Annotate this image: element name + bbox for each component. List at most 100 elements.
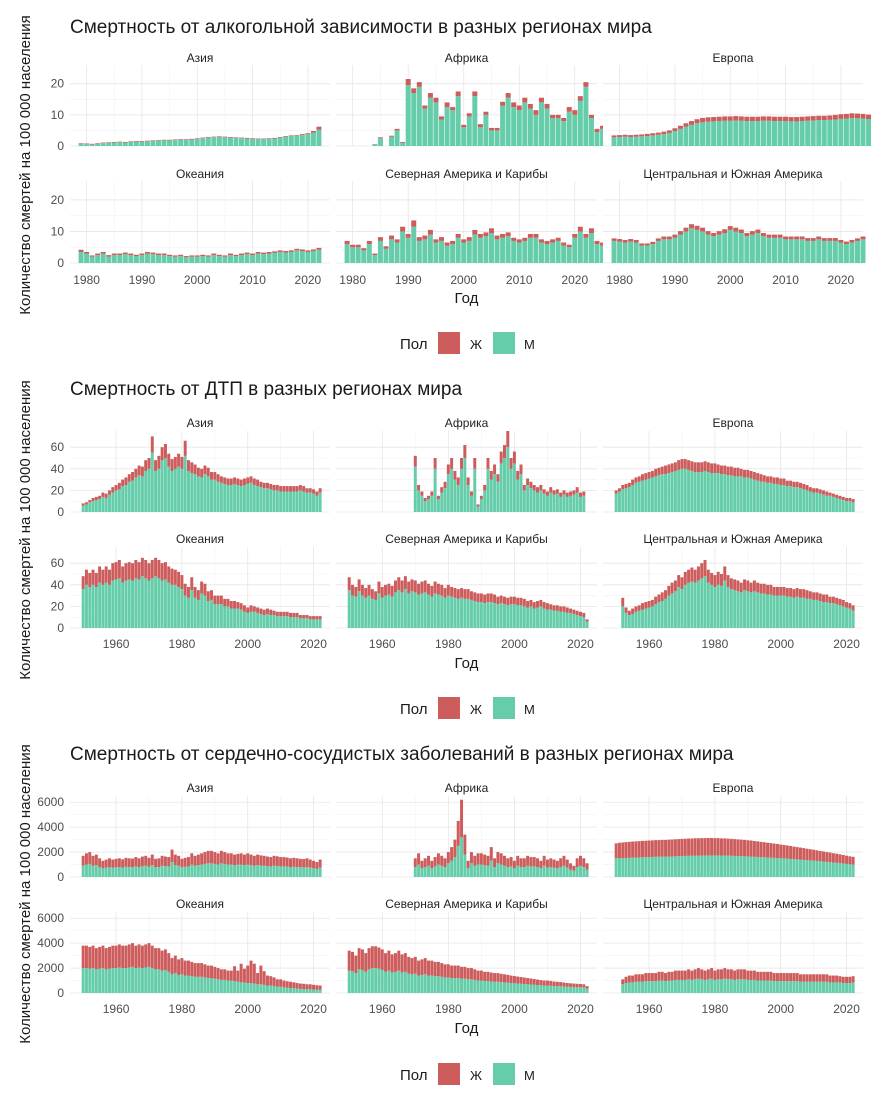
bar-female bbox=[189, 138, 195, 140]
panel: Европа bbox=[603, 416, 863, 513]
bar-female bbox=[446, 964, 450, 978]
bar-female bbox=[729, 578, 733, 590]
bar-female bbox=[134, 468, 138, 478]
bar-male bbox=[456, 598, 460, 628]
bar-female bbox=[680, 459, 684, 469]
bar-male bbox=[84, 968, 88, 993]
bar-male bbox=[476, 864, 480, 877]
bar-male bbox=[832, 240, 838, 263]
bar-female bbox=[641, 474, 644, 481]
bar-female bbox=[555, 981, 559, 987]
bar-male bbox=[81, 968, 85, 993]
bar-female bbox=[710, 463, 714, 474]
bar-male bbox=[536, 492, 540, 512]
bar-female bbox=[772, 116, 777, 122]
bar-male bbox=[575, 987, 579, 993]
bar-male bbox=[183, 455, 187, 512]
x-tick-label: 2000 bbox=[501, 1002, 528, 1016]
legend: Пол Ж М bbox=[400, 697, 535, 719]
bar-male bbox=[292, 491, 296, 512]
bar-male bbox=[766, 237, 772, 263]
bar-male bbox=[223, 483, 227, 512]
bar-female bbox=[463, 589, 467, 599]
bar-male bbox=[782, 981, 786, 993]
bar-male bbox=[456, 485, 460, 512]
panel: Европа bbox=[603, 781, 863, 878]
bar-male bbox=[496, 604, 500, 628]
x-axis-title: Год bbox=[455, 290, 479, 307]
bar-male bbox=[533, 114, 539, 146]
bar-male bbox=[756, 856, 760, 877]
bar-female bbox=[667, 585, 671, 596]
bar-female bbox=[84, 502, 88, 505]
bar-male bbox=[133, 256, 139, 263]
bar-male bbox=[233, 256, 239, 263]
bar-female bbox=[272, 610, 276, 616]
bar-female bbox=[713, 838, 717, 856]
bar-male bbox=[114, 579, 118, 628]
bar-male bbox=[160, 580, 164, 628]
bar-male bbox=[150, 865, 154, 877]
bar-male bbox=[446, 595, 450, 628]
bar-female bbox=[639, 243, 645, 246]
bar-male bbox=[622, 136, 628, 146]
bar-male bbox=[785, 981, 789, 993]
bar-female bbox=[187, 960, 190, 976]
bar-female bbox=[729, 969, 733, 980]
x-tick-label: 2020 bbox=[300, 1002, 327, 1016]
bar-female bbox=[549, 604, 553, 610]
bar-female bbox=[285, 857, 289, 867]
bar-female bbox=[545, 603, 549, 610]
bar-male bbox=[250, 138, 256, 146]
bar-male bbox=[562, 611, 566, 628]
bar-female bbox=[180, 456, 184, 469]
bar-male bbox=[706, 582, 710, 628]
bar-female bbox=[289, 981, 292, 989]
bar-female bbox=[650, 973, 654, 982]
bar-female bbox=[380, 586, 384, 598]
bar-female bbox=[703, 559, 707, 577]
bar-female bbox=[621, 597, 625, 607]
bar-male bbox=[667, 595, 671, 628]
bar-female bbox=[785, 845, 789, 859]
bar-male bbox=[318, 492, 322, 512]
bar-male bbox=[262, 865, 266, 877]
bar-male bbox=[516, 983, 520, 993]
bar-male bbox=[417, 594, 421, 628]
bar-female bbox=[621, 485, 625, 490]
bar-male bbox=[673, 856, 677, 877]
bar-female bbox=[177, 571, 181, 587]
bar-female bbox=[98, 566, 102, 583]
bar-male bbox=[473, 601, 477, 628]
bar-male bbox=[503, 865, 506, 877]
bar-female bbox=[466, 477, 470, 485]
bar-male bbox=[794, 121, 800, 146]
bar-female bbox=[420, 959, 424, 975]
bar-female bbox=[746, 469, 750, 478]
bar-male bbox=[229, 608, 233, 628]
bar-male bbox=[144, 253, 150, 263]
bar-male bbox=[318, 619, 322, 628]
bar-male bbox=[108, 494, 111, 512]
bar-male bbox=[841, 863, 845, 877]
bar-female bbox=[544, 240, 550, 245]
bar-male bbox=[387, 970, 391, 993]
bar-female bbox=[644, 243, 650, 246]
bar-male bbox=[364, 597, 368, 628]
bar-female bbox=[561, 242, 567, 246]
bar-female bbox=[127, 474, 131, 482]
bar-male bbox=[157, 468, 161, 512]
bar-male bbox=[661, 134, 667, 146]
bar-female bbox=[390, 585, 394, 597]
bar-male bbox=[422, 239, 428, 263]
bar-female bbox=[91, 945, 95, 969]
bar-male bbox=[167, 582, 171, 628]
bar-female bbox=[843, 113, 849, 119]
bar-female bbox=[262, 971, 266, 985]
bar-female bbox=[196, 590, 200, 600]
bar-female bbox=[318, 985, 322, 990]
bar-female bbox=[244, 252, 250, 255]
bar-male bbox=[664, 856, 668, 877]
bar-female bbox=[720, 574, 723, 586]
